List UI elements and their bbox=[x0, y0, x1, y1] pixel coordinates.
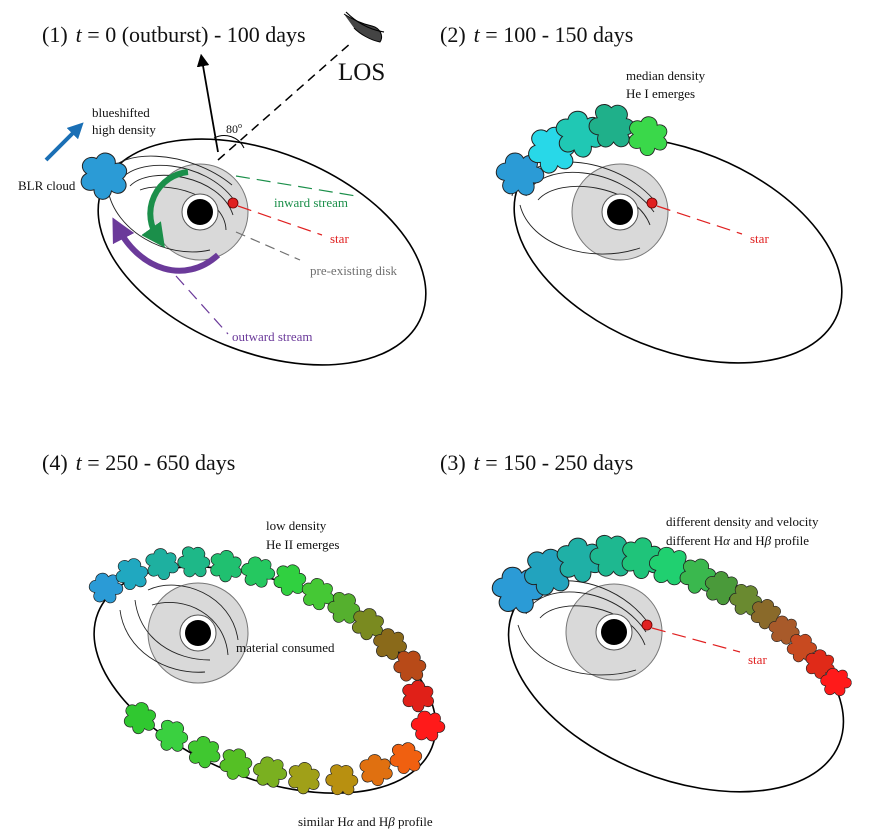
star-leader bbox=[656, 205, 743, 235]
inward-stream-arrow bbox=[141, 169, 189, 248]
disk-leader bbox=[235, 231, 301, 261]
black-hole bbox=[601, 619, 627, 645]
cloud-group bbox=[484, 528, 856, 703]
blr-cloud bbox=[122, 700, 157, 736]
blr-cloud bbox=[185, 733, 223, 771]
star-label: star bbox=[748, 652, 767, 667]
star-label: star bbox=[750, 231, 769, 246]
cloud-group bbox=[84, 541, 450, 801]
he-i-label: He I emerges bbox=[626, 86, 695, 101]
star-dot bbox=[646, 197, 658, 209]
panel-3-title: (3) t = 150 - 250 days bbox=[440, 450, 633, 475]
blr-cloud bbox=[627, 115, 669, 157]
blr-cloud bbox=[321, 759, 363, 801]
blr-cloud-label: BLR cloud bbox=[18, 178, 76, 193]
blr-cloud bbox=[80, 152, 128, 200]
outward-stream-label: outward stream bbox=[232, 329, 313, 344]
panel-4-title: (4) t = 250 - 650 days bbox=[42, 450, 235, 475]
orbit-ellipse bbox=[97, 138, 427, 366]
outward-leader bbox=[175, 275, 229, 335]
blueshifted-label: blueshifted bbox=[92, 105, 150, 120]
blr-cloud bbox=[236, 550, 280, 594]
disk-label: pre-existing disk bbox=[310, 263, 398, 278]
black-hole bbox=[607, 199, 633, 225]
panel-2: (2) t = 100 - 150 days star median densit… bbox=[440, 22, 843, 364]
panel-1: (1) t = 0 (outburst) - 100 days 80o LOS b… bbox=[18, 11, 427, 366]
similar-profile-label: similar Hα and Hβ profile bbox=[298, 814, 433, 829]
black-hole bbox=[187, 199, 213, 225]
he-ii-label: He II emerges bbox=[266, 537, 339, 552]
blr-cloud bbox=[209, 549, 243, 583]
outward-stream-arrow bbox=[112, 217, 221, 274]
star-leader bbox=[651, 627, 741, 653]
blr-cloud bbox=[216, 744, 255, 784]
star-leader bbox=[237, 205, 323, 236]
angle-arc bbox=[213, 135, 245, 149]
different-profile-label: different Hα and Hβ profile bbox=[666, 533, 809, 548]
star-label: star bbox=[330, 231, 349, 246]
different-density-label: different density and velocity bbox=[666, 514, 819, 529]
normal-arrow bbox=[196, 53, 219, 153]
black-hole bbox=[185, 620, 211, 646]
blr-cloud bbox=[400, 678, 436, 714]
angle-label: 80o bbox=[226, 121, 242, 136]
high-density-label: high density bbox=[92, 122, 156, 137]
panel-4: (4) t = 250 - 650 days low density He II … bbox=[42, 450, 450, 829]
blueshift-arrow bbox=[44, 122, 84, 162]
inward-stream-label: inward stream bbox=[274, 195, 348, 210]
material-consumed-label: material consumed bbox=[236, 640, 335, 655]
star-dot bbox=[641, 619, 653, 631]
blr-cloud bbox=[388, 739, 424, 777]
panel-1-title: (1) t = 0 (outburst) - 100 days bbox=[42, 22, 306, 47]
blr-cloud bbox=[249, 751, 291, 794]
stream-curves bbox=[119, 584, 239, 673]
star-dot bbox=[227, 197, 239, 209]
blr-cloud bbox=[142, 544, 182, 584]
median-density-label: median density bbox=[626, 68, 706, 83]
los-label: LOS bbox=[338, 59, 385, 86]
blr-cloud bbox=[173, 541, 215, 583]
panel-3: (3) t = 150 - 250 days star different den… bbox=[440, 450, 856, 793]
panel-2-title: (2) t = 100 - 150 days bbox=[440, 22, 633, 47]
eye-icon bbox=[343, 11, 385, 43]
low-density-label: low density bbox=[266, 518, 327, 533]
blr-cloud bbox=[406, 704, 450, 748]
blr-cloud bbox=[356, 750, 396, 790]
blr-cloud bbox=[271, 561, 309, 600]
